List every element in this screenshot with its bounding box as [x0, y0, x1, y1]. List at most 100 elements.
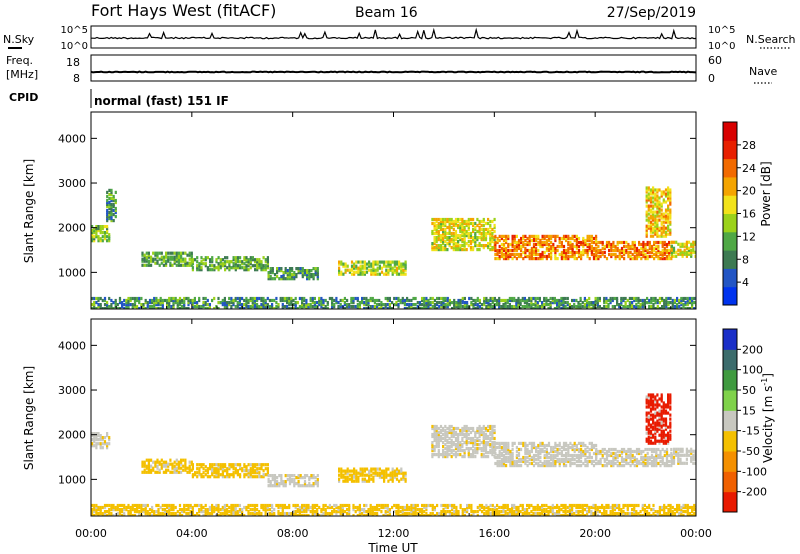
- echo-cell: [150, 470, 153, 474]
- echo-cell: [444, 248, 447, 252]
- echo-cell: [487, 231, 490, 236]
- echo-cell: [241, 508, 244, 512]
- echo-cell: [320, 296, 323, 301]
- echo-cell: [649, 413, 653, 417]
- echo-cell: [638, 459, 641, 464]
- echo-cell: [625, 451, 628, 456]
- echo-cell: [614, 257, 617, 261]
- echo-cell: [286, 273, 289, 277]
- echo-cell: [577, 453, 581, 458]
- echo-cell: [590, 307, 593, 309]
- echo-cell: [463, 238, 466, 242]
- echo-cell: [136, 298, 139, 303]
- echo-cell: [584, 459, 587, 464]
- echo-cell: [524, 447, 527, 452]
- echo-cell: [395, 467, 399, 471]
- echo-cell: [367, 301, 370, 305]
- echo-cell: [355, 475, 358, 479]
- echo-cell: [91, 237, 94, 241]
- echo-cell: [301, 298, 304, 303]
- echo-cell: [461, 445, 464, 449]
- echo-cell: [567, 459, 570, 464]
- echo-cell: [326, 301, 329, 305]
- echo-cell: [295, 482, 298, 486]
- echo-cell: [457, 298, 460, 303]
- echo-cell: [682, 298, 685, 303]
- echo-cell: [167, 259, 170, 263]
- echo-cell: [433, 430, 436, 435]
- echo-cell: [338, 268, 341, 272]
- echo-cell: [188, 257, 191, 261]
- echo-cell: [465, 447, 468, 451]
- echo-cell: [560, 257, 563, 261]
- echo-cell: [553, 296, 556, 301]
- echo-cell: [506, 301, 509, 305]
- echo-cell: [446, 445, 449, 449]
- echo-cell: [372, 266, 375, 270]
- echo-cell: [502, 441, 506, 445]
- echo-cell: [522, 250, 525, 255]
- echo-cell: [219, 512, 222, 516]
- echo-cell: [209, 463, 212, 467]
- echo-cell: [653, 240, 656, 245]
- echo-cell: [614, 461, 617, 466]
- echo-cell: [457, 244, 460, 248]
- echo-cell: [127, 298, 130, 303]
- echo-cell: [550, 246, 553, 251]
- echo-cell: [160, 251, 163, 255]
- echo-cell: [198, 473, 201, 477]
- echo-cell: [374, 469, 377, 473]
- echo-cell: [97, 303, 100, 307]
- echo-cell: [677, 248, 680, 252]
- echo-cell: [599, 459, 602, 464]
- echo-cell: [133, 508, 137, 512]
- echo-cell: [554, 238, 557, 243]
- echo-cell: [658, 423, 661, 427]
- echo-cell: [480, 238, 483, 242]
- echo-cell: [106, 303, 109, 307]
- echo-cell: [450, 221, 453, 226]
- echo-cell: [681, 244, 684, 248]
- echo-cell: [245, 465, 248, 469]
- echo-cell: [493, 296, 496, 301]
- echo-cell: [520, 244, 523, 249]
- echo-cell: [365, 303, 368, 307]
- echo-cell: [398, 471, 401, 475]
- echo-cell: [290, 298, 293, 303]
- echo-cell: [526, 455, 529, 460]
- echo-cell: [457, 436, 460, 441]
- echo-cell: [558, 457, 561, 462]
- echo-cell: [209, 258, 212, 262]
- echo-cell: [181, 510, 184, 514]
- echo-cell: [560, 307, 563, 309]
- echo-cell: [472, 246, 475, 250]
- echo-cell: [478, 432, 481, 437]
- echo-cell: [266, 503, 269, 508]
- echo-cell: [491, 301, 494, 305]
- echo-cell: [592, 240, 596, 245]
- echo-cell: [269, 474, 272, 478]
- echo-cell: [642, 244, 645, 249]
- echo-cell: [524, 441, 527, 445]
- echo-cell: [586, 301, 589, 305]
- echo-cell: [106, 200, 109, 205]
- echo-cell: [530, 254, 533, 259]
- echo-cell: [472, 451, 475, 455]
- echo-cell: [664, 218, 668, 222]
- echo-cell: [412, 307, 415, 309]
- echo-cell: [472, 223, 475, 228]
- echo-cell: [435, 223, 438, 228]
- echo-cell: [363, 303, 366, 307]
- echo-cell: [474, 307, 477, 309]
- echo-cell: [106, 204, 109, 209]
- echo-cell: [647, 226, 650, 230]
- echo-cell: [284, 267, 287, 271]
- echo-cell: [140, 303, 143, 307]
- echo-cell: [442, 236, 445, 240]
- echo-cell: [580, 443, 583, 448]
- echo-cell: [247, 305, 250, 309]
- echo-cell: [511, 453, 514, 458]
- echo-cell: [106, 213, 109, 217]
- echo-cell: [683, 248, 686, 252]
- echo-cell: [530, 257, 533, 261]
